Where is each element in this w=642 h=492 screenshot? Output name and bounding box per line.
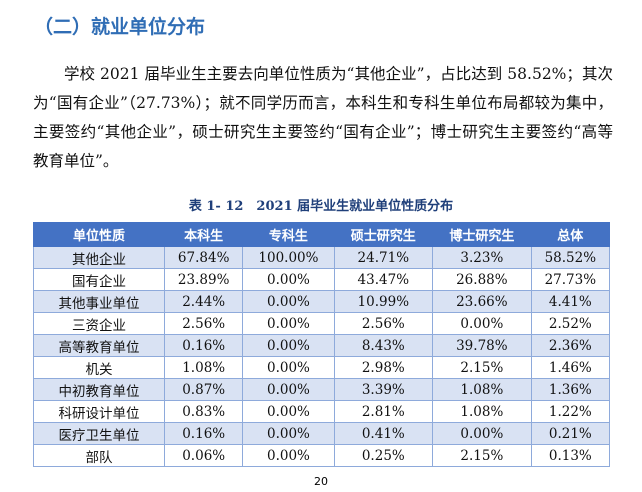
page-number: 20 (314, 475, 328, 488)
value-cell: 0.87% (163, 378, 244, 401)
value-cell: 0.00% (432, 422, 532, 445)
value-cell: 1.08% (163, 356, 244, 379)
value-cell: 27.73% (530, 268, 611, 291)
row-label-cell: 中初教育单位 (33, 378, 165, 401)
value-cell: 0.00% (242, 290, 335, 313)
value-cell: 2.36% (530, 334, 611, 357)
value-cell: 10.99% (333, 290, 434, 313)
value-cell: 2.81% (333, 400, 434, 423)
value-cell: 100.00% (242, 246, 335, 269)
row-label-cell: 其他企业 (33, 246, 165, 269)
value-cell: 26.88% (432, 268, 532, 291)
value-cell: 3.39% (333, 378, 434, 401)
table-row: 高等教育单位 0.16% 0.00% 8.43% 39.78% 2.36% (33, 334, 611, 357)
value-cell: 0.00% (242, 312, 335, 335)
value-cell: 43.47% (333, 268, 434, 291)
body-paragraph: 学校 2021 届毕业生主要去向单位性质为“其他企业”，占比达到 58.52%；… (33, 65, 613, 170)
value-cell: 0.16% (163, 422, 244, 445)
value-cell: 23.66% (432, 290, 532, 313)
value-cell: 23.89% (163, 268, 244, 291)
value-cell: 0.00% (242, 422, 335, 445)
row-label-cell: 医疗卫生单位 (33, 422, 165, 445)
table-row: 机关 1.08% 0.00% 2.98% 2.15% 1.46% (33, 356, 611, 379)
row-label-cell: 机关 (33, 356, 165, 379)
value-cell: 24.71% (333, 246, 434, 269)
value-cell: 0.21% (530, 422, 611, 445)
header-cell: 本科生 (163, 222, 244, 247)
value-cell: 2.56% (163, 312, 244, 335)
value-cell: 4.41% (530, 290, 611, 313)
row-label-cell: 其他事业单位 (33, 290, 165, 313)
value-cell: 0.00% (242, 444, 335, 467)
value-cell: 1.46% (530, 356, 611, 379)
value-cell: 67.84% (163, 246, 244, 269)
value-cell: 0.83% (163, 400, 244, 423)
value-cell: 0.00% (242, 400, 335, 423)
value-cell: 8.43% (333, 334, 434, 357)
value-cell: 2.15% (432, 444, 532, 467)
value-cell: 0.00% (242, 356, 335, 379)
row-label-cell: 三资企业 (33, 312, 165, 335)
value-cell: 2.56% (333, 312, 434, 335)
row-label-cell: 科研设计单位 (33, 400, 165, 423)
row-label-cell: 部队 (33, 444, 165, 467)
value-cell: 0.16% (163, 334, 244, 357)
header-cell: 专科生 (242, 222, 335, 247)
value-cell: 1.08% (432, 378, 532, 401)
value-cell: 0.25% (333, 444, 434, 467)
table-row: 其他事业单位 2.44% 0.00% 10.99% 23.66% 4.41% (33, 290, 611, 313)
header-cell: 单位性质 (33, 222, 165, 247)
table-row: 中初教育单位 0.87% 0.00% 3.39% 1.08% 1.36% (33, 378, 611, 401)
header-cell: 硕士研究生 (333, 222, 434, 247)
row-label-cell: 高等教育单位 (33, 334, 165, 357)
table-row: 其他企业 67.84% 100.00% 24.71% 3.23% 58.52% (33, 246, 611, 269)
employer-type-table: 单位性质 本科生 专科生 硕士研究生 博士研究生 总体 其他企业 67.84% 10… (33, 222, 611, 467)
value-cell: 2.52% (530, 312, 611, 335)
value-cell: 0.00% (242, 268, 335, 291)
value-cell: 2.15% (432, 356, 532, 379)
value-cell: 0.13% (530, 444, 611, 467)
value-cell: 0.00% (432, 312, 532, 335)
value-cell: 3.23% (432, 246, 532, 269)
value-cell: 0.00% (242, 378, 335, 401)
value-cell: 39.78% (432, 334, 532, 357)
value-cell: 0.06% (163, 444, 244, 467)
table-row: 国有企业 23.89% 0.00% 43.47% 26.88% 27.73% (33, 268, 611, 291)
value-cell: 2.44% (163, 290, 244, 313)
value-cell: 1.22% (530, 400, 611, 423)
section-heading: （二）就业单位分布 (34, 16, 206, 38)
table-header-row: 单位性质 本科生 专科生 硕士研究生 博士研究生 总体 (33, 222, 611, 247)
table-caption: 表 1- 12 2021 届毕业生就业单位性质分布 (188, 199, 454, 214)
row-label-cell: 国有企业 (33, 268, 165, 291)
value-cell: 2.98% (333, 356, 434, 379)
value-cell: 0.41% (333, 422, 434, 445)
header-cell: 博士研究生 (432, 222, 532, 247)
value-cell: 1.36% (530, 378, 611, 401)
value-cell: 58.52% (530, 246, 611, 269)
table-row: 医疗卫生单位 0.16% 0.00% 0.41% 0.00% 0.21% (33, 422, 611, 445)
table-row: 科研设计单位 0.83% 0.00% 2.81% 1.08% 1.22% (33, 400, 611, 423)
table-row: 部队 0.06% 0.00% 0.25% 2.15% 0.13% (33, 444, 611, 467)
header-cell: 总体 (530, 222, 611, 247)
value-cell: 0.00% (242, 334, 335, 357)
value-cell: 1.08% (432, 400, 532, 423)
table-row: 三资企业 2.56% 0.00% 2.56% 0.00% 2.52% (33, 312, 611, 335)
